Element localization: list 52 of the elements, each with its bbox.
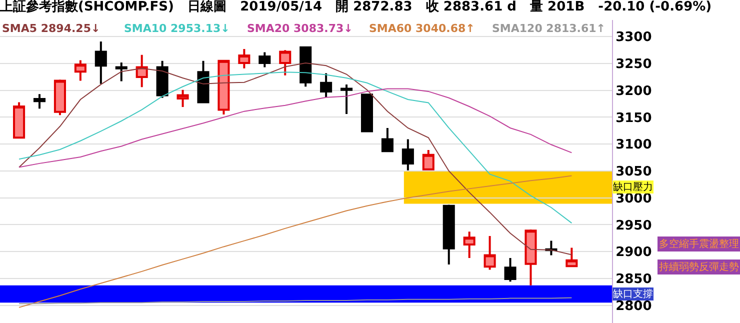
- chart-title: 上証參考指數(SHCOMP.FS) 日線圖 2019/05/14 開 2872.83 收 2883.61 d 量 201B -20.10 (-0.69%): [0, 0, 712, 15]
- candlestick: [197, 60, 210, 104]
- text: 多空縮手震盪整理: [659, 238, 739, 250]
- candlestick: [504, 256, 516, 283]
- y-tick-label: 3000: [616, 191, 652, 206]
- text: 持續弱勢反彈走勢: [659, 261, 739, 273]
- candlestick: [136, 54, 148, 88]
- text: SMA5 2894.25↓: [2, 22, 100, 35]
- text: SMA60 3040.68↑: [369, 22, 475, 35]
- line-series: [18, 88, 572, 168]
- candlestick: [54, 78, 66, 116]
- candlestick: [340, 83, 353, 116]
- candlestick: [442, 204, 455, 266]
- y-tick-label: 3250: [616, 57, 652, 72]
- y-tick-label: 2900: [616, 245, 652, 260]
- candlestick: [422, 149, 434, 170]
- y-tick-label: 2950: [616, 218, 652, 234]
- y-tick-label: 2800: [616, 298, 652, 314]
- candlestick: [320, 72, 332, 98]
- y-tick-label: 2850: [616, 272, 652, 287]
- y-tick-label: 3100: [616, 138, 652, 153]
- candlestick: [238, 48, 250, 70]
- candlestick: [402, 138, 414, 172]
- band-label: 缺口支撐: [613, 288, 653, 300]
- candlestick: [258, 51, 271, 68]
- candlestick: [300, 46, 312, 88]
- candlestick: [381, 126, 394, 153]
- candlestick: [74, 59, 86, 82]
- candlestick: [13, 101, 26, 139]
- candlestick: [463, 230, 476, 259]
- y-tick-label: 3150: [616, 110, 652, 126]
- y-tick-label: 3200: [616, 84, 652, 99]
- band-label: 缺口壓力: [613, 181, 653, 193]
- line-series: [18, 72, 572, 224]
- candlestick: [176, 88, 189, 108]
- text: SMA20 3083.73↓: [247, 22, 353, 35]
- candlestick: [360, 92, 374, 134]
- y-tick-label: 3050: [616, 164, 652, 180]
- text: SMA120 2813.61↑: [492, 22, 606, 35]
- line-series: [18, 175, 572, 308]
- candlestick: [484, 234, 496, 271]
- candlestick: [279, 49, 292, 76]
- candlestick: [94, 40, 107, 85]
- candlestick: [566, 246, 578, 268]
- y-tick-label: 3300: [616, 30, 652, 46]
- candlestick: [115, 61, 128, 82]
- candlestick: [218, 60, 230, 116]
- candlestick: [524, 228, 537, 286]
- line-series: [18, 62, 572, 256]
- candlestick: [33, 93, 46, 110]
- text: SMA10 2953.13↓: [124, 22, 230, 35]
- candlestick: [156, 60, 168, 99]
